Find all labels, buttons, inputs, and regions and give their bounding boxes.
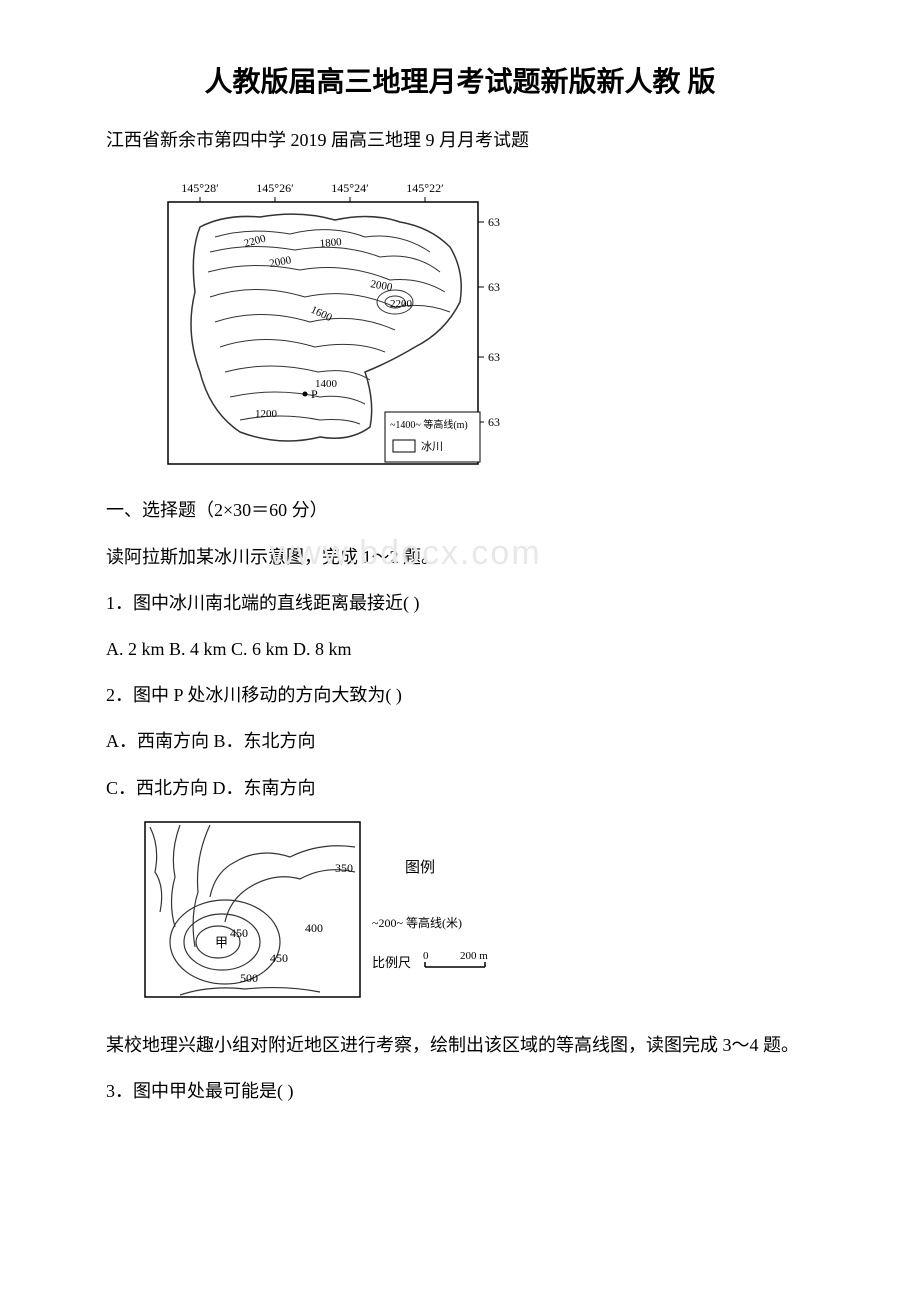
svg-text:比例尺: 比例尺 (372, 955, 411, 970)
question-1-options: A. 2 km B. 4 km C. 6 km D. 8 km (70, 632, 850, 666)
svg-text:P: P (311, 387, 318, 401)
svg-text:400: 400 (305, 921, 323, 935)
svg-text:图例: 图例 (405, 859, 435, 876)
question-2-options-ab: A．西南方向 B．东北方向 (70, 724, 850, 758)
figure-2-contour-map: 350 400 450 450 500 甲 图例 ~200~ 等高线(米) 比例尺 0 200 … (140, 817, 850, 1012)
svg-text:145°28′: 145°28′ (181, 181, 219, 195)
svg-text:63°18′: 63°18′ (488, 215, 500, 229)
svg-text:145°24′: 145°24′ (331, 181, 369, 195)
question-3: 3．图中甲处最可能是( ) (70, 1074, 850, 1108)
question-1: 1．图中冰川南北端的直线距离最接近( ) (70, 586, 850, 620)
intro-text-2: 某校地理兴趣小组对附近地区进行考察，绘制出该区域的等高线图，读图完成 3～4 题… (70, 1028, 850, 1062)
svg-text:450: 450 (270, 951, 288, 965)
question-2-options-cd: C．西北方向 D．东南方向 (70, 771, 850, 805)
svg-text:甲: 甲 (215, 935, 228, 950)
svg-text:2200: 2200 (390, 298, 413, 310)
question-2: 2．图中 P 处冰川移动的方向大致为( ) (70, 678, 850, 712)
svg-text:145°22′: 145°22′ (406, 181, 444, 195)
svg-text:1400: 1400 (315, 378, 338, 390)
section-1-heading: 一、选择题（2×30＝60 分） (70, 493, 850, 527)
intro-text-1: 读阿拉斯加某冰川示意图，完成 1～2 题。 (70, 540, 850, 574)
svg-text:145°26′: 145°26′ (256, 181, 294, 195)
svg-text:冰川: 冰川 (421, 440, 443, 453)
svg-text:~200~ 等高线(米): ~200~ 等高线(米) (372, 915, 462, 930)
svg-text:63°17′: 63°17′ (488, 280, 500, 294)
svg-text:450: 450 (230, 926, 248, 940)
document-subtitle: 江西省新余市第四中学 2019 届高三地理 9 月月考试题 (70, 124, 850, 156)
svg-text:0: 0 (423, 950, 429, 962)
svg-text:~1400~ 等高线(m): ~1400~ 等高线(m) (390, 418, 468, 431)
svg-text:500: 500 (240, 971, 258, 985)
svg-text:350: 350 (335, 861, 353, 875)
svg-text:1200: 1200 (255, 408, 278, 420)
svg-text:200 m: 200 m (460, 950, 488, 962)
svg-text:1800: 1800 (319, 236, 342, 250)
figure-1-glacier-map: 145°28′ 145°26′ 145°24′ 145°22′ 63°18′ 63°17… (140, 172, 850, 477)
svg-text:63°16′: 63°16′ (488, 350, 500, 364)
document-title: 人教版届高三地理月考试题新版新人教 版 (70, 60, 850, 100)
svg-text:63°15′: 63°15′ (488, 415, 500, 429)
